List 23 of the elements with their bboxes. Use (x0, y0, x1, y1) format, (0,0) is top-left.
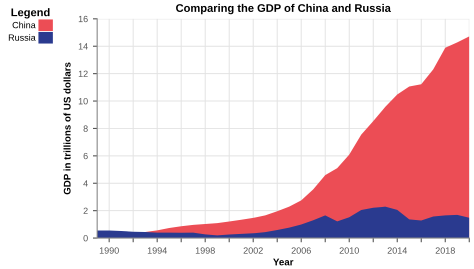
y-tick-label: 12 (78, 70, 88, 77)
x-tick-label: 2002 (244, 247, 263, 254)
y-tick-label: 2 (84, 208, 88, 214)
x-tick-label: 2018 (436, 247, 455, 254)
y-tick-label: 8 (84, 125, 88, 132)
x-tick-label: 2014 (388, 247, 408, 254)
x-tick-label: 1998 (196, 247, 215, 254)
x-axis-title: Year (273, 258, 294, 266)
y-axis-title: GDP in trillions of US dollars (63, 62, 71, 194)
y-tick-label: 16 (78, 16, 88, 22)
chart-title: Comparing the GDP of China and Russia (176, 4, 391, 14)
y-tick-label: 14 (78, 43, 88, 50)
legend-label: Russia (8, 34, 36, 41)
x-tick-label: 1994 (148, 247, 167, 254)
y-tick-label: 6 (84, 152, 88, 160)
x-tick-label: 2010 (340, 247, 359, 254)
y-tick-label: 10 (78, 98, 88, 104)
y-tick-label: 0 (83, 235, 88, 242)
x-tick-label: 2006 (292, 247, 311, 254)
y-tick-label: 4 (83, 180, 88, 187)
legend-title: Legend (11, 8, 50, 19)
legend-label: China (12, 22, 36, 28)
x-tick-label: 1990 (100, 247, 119, 254)
